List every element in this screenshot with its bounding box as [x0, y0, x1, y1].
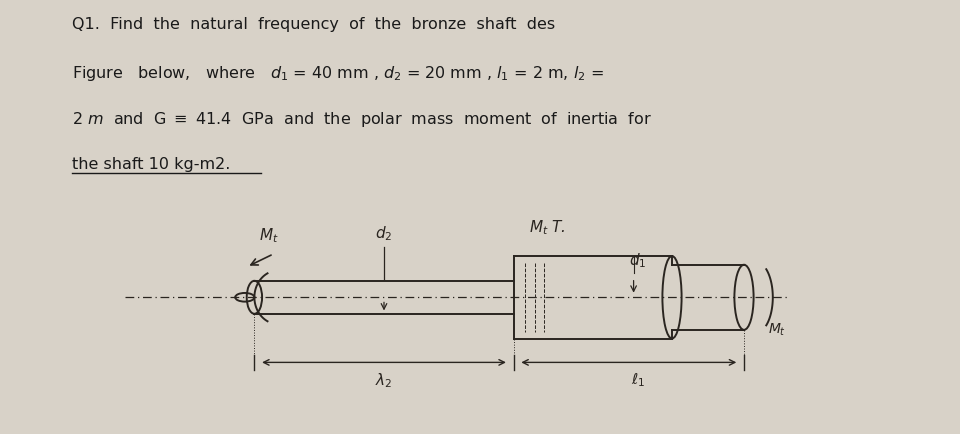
Text: Q1.  Find  the  natural  frequency  of  the  bronze  shaft  des: Q1. Find the natural frequency of the br…: [72, 17, 555, 33]
Text: $M_t$: $M_t$: [259, 227, 278, 245]
Text: $M_t$ T.: $M_t$ T.: [529, 218, 565, 237]
Text: Figure   below,   where   $d_1$ = 40 mm , $d_2$ = 20 mm , $l_1$ = 2 m, $l_2$ =: Figure below, where $d_1$ = 40 mm , $d_2…: [72, 64, 604, 83]
Text: $d_1$: $d_1$: [629, 251, 646, 270]
Text: $d_2$: $d_2$: [375, 224, 393, 243]
Text: 2 $m$  and  G $\equiv$ 41.4  GPa  and  the  polar  mass  moment  of  inertia  fo: 2 $m$ and G $\equiv$ 41.4 GPa and the po…: [72, 110, 652, 129]
Text: $M_t$: $M_t$: [768, 322, 786, 338]
Text: $\ell_1$: $\ell_1$: [632, 371, 645, 389]
Text: $\lambda_2$: $\lambda_2$: [375, 371, 393, 390]
Text: the shaft 10 kg-m2.: the shaft 10 kg-m2.: [72, 157, 230, 172]
